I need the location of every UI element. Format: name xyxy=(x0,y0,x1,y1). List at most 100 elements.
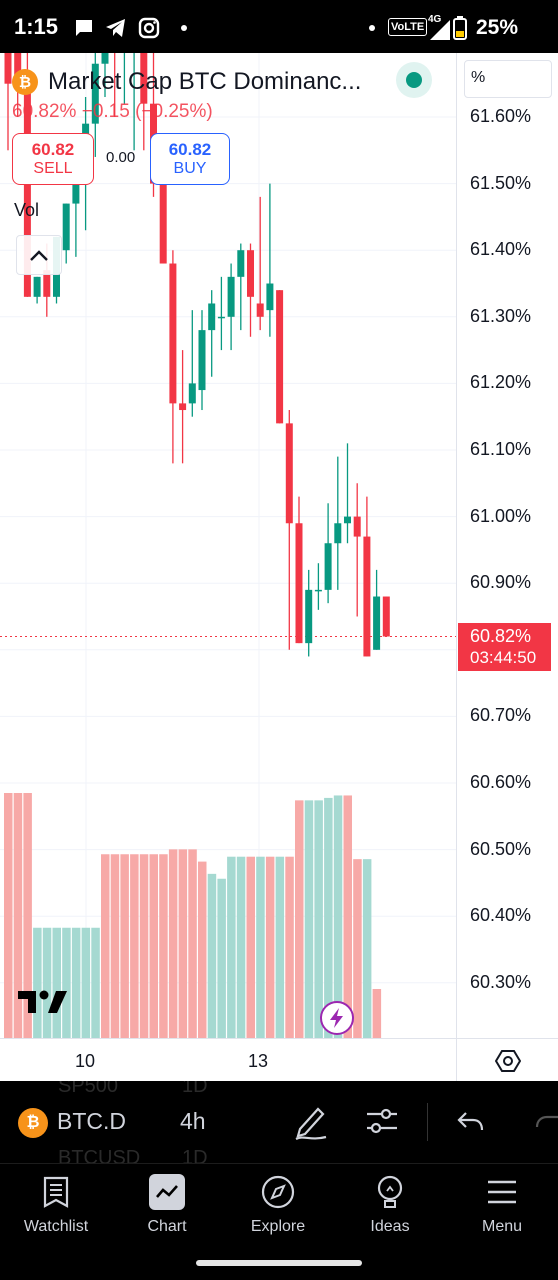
candle-body xyxy=(4,53,12,84)
candle-body xyxy=(208,303,216,331)
compass-icon xyxy=(261,1175,295,1209)
tradingview-logo[interactable] xyxy=(16,987,68,1020)
candle-body xyxy=(314,589,322,592)
candle-body xyxy=(256,303,264,317)
undo-icon[interactable] xyxy=(456,1111,484,1133)
candle-body xyxy=(295,523,303,644)
price-tick-label: 60.50% xyxy=(470,838,532,859)
chart-settings-icon[interactable] xyxy=(495,1048,521,1074)
symbol-title[interactable]: Market Cap BTC Dominanc... xyxy=(48,68,362,95)
buy-price: 60.82 xyxy=(168,140,212,159)
volume-bar xyxy=(33,927,42,1038)
volume-bar xyxy=(198,861,207,1038)
drawing-tools-icon[interactable] xyxy=(294,1103,328,1141)
volume-bar xyxy=(52,927,61,1038)
dot-icon xyxy=(181,25,187,31)
candle-body xyxy=(43,270,51,297)
sell-button[interactable]: 60.82 SELL xyxy=(12,133,94,185)
volume-bar xyxy=(130,854,139,1038)
volume-bar xyxy=(188,849,197,1038)
ghost-interval: 1D xyxy=(182,1081,208,1097)
bitcoin-icon: ₿ xyxy=(12,69,38,95)
dot-icon xyxy=(369,25,375,31)
candle-body xyxy=(140,53,148,104)
indicators-icon[interactable] xyxy=(364,1103,400,1139)
market-status-dot-icon xyxy=(406,72,422,88)
candle-body xyxy=(247,250,254,297)
ghost-interval: 1D xyxy=(182,1147,208,1163)
volume-bar xyxy=(324,797,333,1038)
price-tick-label: 61.40% xyxy=(470,239,532,260)
price-scale[interactable]: % 61.60% 61.50% 61.40% 61.30% 61.20% 61.10% 61… xyxy=(456,53,558,1038)
volte-badge: VoLTE xyxy=(388,18,428,36)
volume-bar xyxy=(353,859,362,1038)
chart-area[interactable]: ₿ Market Cap BTC Dominanc... 60.82% −0.1… xyxy=(0,53,558,1081)
sell-price: 60.82 xyxy=(31,140,75,159)
volume-bar xyxy=(275,856,285,1038)
candle-body xyxy=(101,53,109,64)
volume-bar xyxy=(207,873,217,1038)
sell-label: SELL xyxy=(33,160,73,177)
chat-icon xyxy=(76,20,92,36)
candle-body xyxy=(179,403,187,411)
time-scale[interactable]: 10 13 xyxy=(0,1038,558,1081)
telegram-icon xyxy=(106,19,125,37)
volume-bar xyxy=(13,793,23,1038)
price-tick-label: 60.70% xyxy=(470,705,532,726)
volume-bar xyxy=(246,856,255,1038)
status-bar: 1:15 VoLTE 4G 25% xyxy=(0,0,558,56)
interval-button[interactable]: 4h xyxy=(180,1108,206,1134)
price-tick-label: 61.10% xyxy=(470,439,532,459)
watchlist-icon xyxy=(43,1176,69,1208)
redo-icon[interactable] xyxy=(534,1111,558,1133)
quick-actions-button[interactable] xyxy=(320,1001,354,1035)
current-price-label: 60.82% 03:44:50 xyxy=(458,623,551,671)
nav-label: Menu xyxy=(481,1218,523,1235)
volume-bar xyxy=(295,800,304,1038)
buy-button[interactable]: 60.82 BUY xyxy=(150,133,230,185)
volume-bar xyxy=(227,856,236,1038)
chevron-up-icon xyxy=(30,250,48,261)
volume-bar xyxy=(362,859,372,1038)
price-tick-label: 60.60% xyxy=(470,772,532,792)
candle-body xyxy=(334,523,342,544)
candle-body xyxy=(159,183,167,264)
volume-bar xyxy=(168,849,178,1038)
collapse-legend-button[interactable] xyxy=(16,235,62,275)
nav-menu[interactable]: Menu xyxy=(447,1164,557,1244)
candle-body xyxy=(344,516,351,524)
candle-body xyxy=(91,63,99,124)
volume-bar xyxy=(101,854,110,1038)
nav-chart[interactable]: Chart xyxy=(112,1164,222,1244)
candle-body xyxy=(217,316,225,319)
nav-label: Explore xyxy=(250,1218,306,1235)
volume-bar xyxy=(304,800,314,1038)
candle-body xyxy=(237,250,245,277)
nav-label: Ideas xyxy=(370,1218,410,1235)
candle-body xyxy=(285,423,293,524)
home-indicator[interactable] xyxy=(196,1260,362,1266)
candle-body xyxy=(198,330,206,391)
nav-explore[interactable]: Explore xyxy=(223,1164,333,1244)
candle-body xyxy=(305,589,313,644)
tradingview-logo-icon xyxy=(18,990,67,1013)
current-price: 60.82% xyxy=(470,626,532,646)
nav-watchlist[interactable]: Watchlist xyxy=(1,1164,111,1244)
volume-bar xyxy=(120,854,129,1038)
nav-ideas[interactable]: Ideas xyxy=(335,1164,445,1244)
symbol-legend[interactable]: ₿ Market Cap BTC Dominanc... xyxy=(12,66,361,98)
volume-bar xyxy=(4,793,13,1038)
chart-canvas[interactable] xyxy=(0,53,456,1038)
candle-body xyxy=(169,263,177,404)
candle-body xyxy=(382,596,390,637)
volume-bar xyxy=(256,856,265,1038)
scale-unit-selector[interactable]: % xyxy=(464,60,552,98)
volume-bar xyxy=(139,854,149,1038)
symbol-search-button[interactable]: BTC.D xyxy=(57,1108,126,1134)
candle-body xyxy=(363,536,371,657)
battery-percent: 25% xyxy=(476,16,519,39)
candle-body xyxy=(72,176,80,204)
volume-bar xyxy=(62,927,71,1038)
volume-bar xyxy=(81,927,91,1038)
time-label: 10 xyxy=(75,1051,96,1071)
